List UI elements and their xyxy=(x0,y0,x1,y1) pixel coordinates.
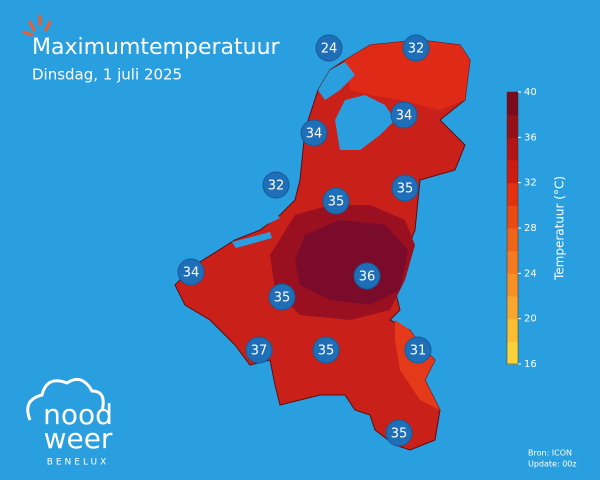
colorbar-band xyxy=(507,228,518,252)
marker-dot xyxy=(385,419,413,447)
colorbar-tick-label: 16 xyxy=(524,359,537,370)
colorbar-band xyxy=(507,318,518,342)
marker-dot xyxy=(322,187,350,215)
marker-value: 35 xyxy=(318,344,335,359)
ijsselmeer xyxy=(335,95,395,150)
marker-dot xyxy=(312,336,340,364)
logo-region: BENELUX xyxy=(47,458,110,468)
marker-value: 35 xyxy=(274,291,291,306)
marker-value: 35 xyxy=(328,195,345,210)
colorbar-band xyxy=(507,114,518,138)
source-update: Update: 00z xyxy=(528,460,577,469)
marker-dot xyxy=(268,283,296,311)
north-warm-zone xyxy=(345,40,470,110)
colorbar-band xyxy=(507,205,518,229)
marker-dot xyxy=(404,336,432,364)
colorbar-band xyxy=(507,160,518,184)
colorbar-tick-label: 20 xyxy=(524,314,537,325)
colorbar-band xyxy=(507,92,518,116)
colorbar-tick-label: 36 xyxy=(524,132,537,143)
marker-dot xyxy=(402,34,430,62)
colorbar-tick-label: 24 xyxy=(524,268,537,279)
marker-dot xyxy=(262,171,290,199)
subtitle: Dinsdag, 1 juli 2025 xyxy=(32,66,182,84)
title: Maximumtemperatuur xyxy=(32,35,281,60)
delta-inlets xyxy=(232,212,280,248)
colorbar-band xyxy=(507,182,518,206)
marker-dot xyxy=(390,101,418,129)
logo-line1: nood xyxy=(43,398,113,431)
marker-value: 31 xyxy=(410,344,427,359)
marker-value: 35 xyxy=(397,182,414,197)
marker-value: 36 xyxy=(359,270,376,285)
marker-value: 32 xyxy=(408,42,425,57)
wadden-sea xyxy=(318,62,355,100)
source-model: Bron: ICON xyxy=(528,449,572,458)
marker-value: 37 xyxy=(251,344,268,359)
colorbar-tick-label: 32 xyxy=(524,178,537,189)
colorbar-band xyxy=(507,273,518,297)
marker-value: 34 xyxy=(183,266,200,281)
hottest-zone xyxy=(295,220,408,305)
marker-dot xyxy=(177,258,205,286)
marker-value: 35 xyxy=(391,427,408,442)
colorbar-band xyxy=(507,341,518,365)
colorbar-band xyxy=(507,296,518,320)
marker-dot xyxy=(391,174,419,202)
marker-value: 24 xyxy=(321,42,338,57)
marker-dot xyxy=(315,34,343,62)
logo-cloud xyxy=(26,377,105,421)
sun-icon xyxy=(22,14,52,37)
colorbar: 16 20 24 28 32 36 40 xyxy=(506,87,537,370)
colorbar-band xyxy=(507,137,518,161)
marker-dot xyxy=(300,119,328,147)
colorbar-tick-label: 40 xyxy=(524,87,537,98)
marker-dot xyxy=(245,336,273,364)
east-warm-zone xyxy=(395,320,440,410)
marker-value: 34 xyxy=(396,109,413,124)
marker-dot xyxy=(353,262,381,290)
logo-line2: weer xyxy=(44,422,113,455)
colorbar-tick-label: 28 xyxy=(524,223,537,234)
marker-value: 34 xyxy=(306,127,323,142)
marker-value: 32 xyxy=(268,179,285,194)
colorbar-band xyxy=(507,250,518,274)
markers: 24 32 34 34 32 35 35 34 36 35 37 35 31 35 xyxy=(177,34,432,447)
colorbar-label: Temperatuur (°C) xyxy=(553,176,567,281)
